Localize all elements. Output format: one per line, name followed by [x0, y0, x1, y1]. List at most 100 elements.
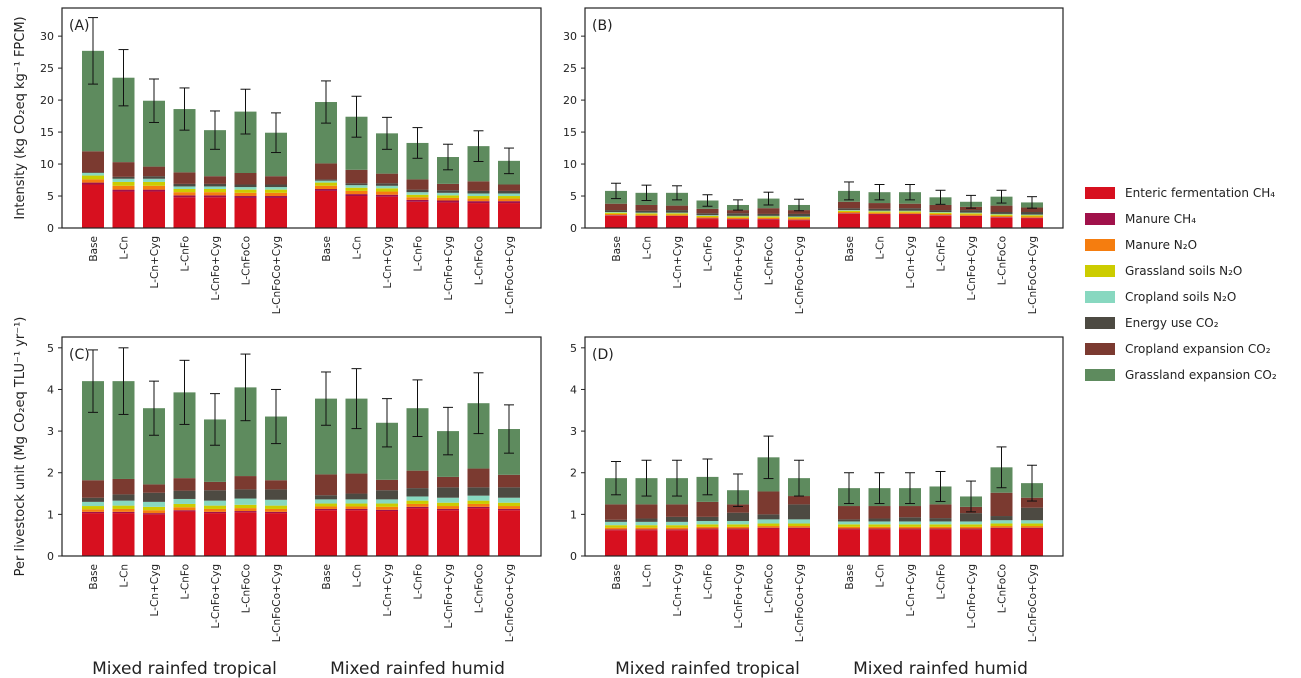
- y-tick-label: 10: [40, 158, 54, 171]
- legend-swatch: [1085, 317, 1115, 329]
- x-tick-label: L-CnFoCo+Cyg: [504, 564, 516, 642]
- bar-segment: [605, 215, 627, 216]
- bar-segment: [112, 162, 135, 177]
- y-tick-label: 15: [40, 126, 54, 139]
- legend-swatch: [1085, 239, 1115, 251]
- bar-segment: [437, 497, 459, 503]
- y-tick-label: 5: [47, 190, 54, 203]
- bar-segment: [838, 208, 860, 211]
- bar-segment: [960, 213, 982, 215]
- bar-segment: [929, 528, 952, 530]
- bar-segment: [960, 528, 982, 530]
- bar-segment: [82, 151, 104, 173]
- bar-segment: [406, 179, 429, 190]
- bar-segment: [234, 489, 257, 499]
- legend-swatch: [1085, 369, 1115, 381]
- bar-segment: [498, 193, 520, 197]
- bar-segment: [345, 196, 368, 228]
- bar-segment: [467, 503, 490, 507]
- bar-segment: [666, 525, 688, 528]
- bar-segment: [467, 181, 490, 191]
- bar-segment: [234, 476, 257, 490]
- x-tick-label: L-CnFoCo: [474, 564, 486, 613]
- bar-segment: [234, 184, 257, 188]
- bar-segment: [929, 524, 952, 527]
- bar-segment: [498, 508, 520, 511]
- bar-segment: [696, 528, 719, 530]
- bar-segment: [406, 500, 429, 504]
- bar-segment: [345, 473, 368, 494]
- bar-segment: [498, 510, 520, 556]
- bar-segment: [265, 189, 287, 193]
- bar-segment: [635, 210, 658, 213]
- bar-segment: [265, 499, 287, 506]
- bar-segment: [345, 185, 368, 188]
- bar-segment: [635, 529, 658, 531]
- y-axis-label: Per livestock unit (Mg CO₂eq TLU⁻¹ yr⁻¹): [13, 317, 28, 577]
- bar-segment: [315, 503, 337, 507]
- bar-segment: [112, 505, 135, 509]
- bar-segment: [437, 200, 459, 203]
- bar-segment: [406, 189, 429, 193]
- bar-segment: [929, 215, 952, 216]
- bar-segment: [960, 215, 982, 217]
- bar-segment: [82, 172, 104, 173]
- bar-segment: [498, 198, 520, 202]
- x-tick-label: Base: [844, 564, 856, 590]
- bar-segment: [929, 204, 952, 211]
- bar-segment: [315, 180, 337, 183]
- bar-segment: [204, 505, 226, 509]
- bar-segment: [204, 508, 226, 512]
- panel-title: (A): [69, 18, 90, 34]
- bar-segment: [635, 518, 658, 522]
- bar-segment: [605, 504, 627, 520]
- bar-segment: [990, 217, 1013, 218]
- bar-segment: [265, 184, 287, 188]
- bar-segment: [899, 213, 921, 215]
- bar-segment: [82, 480, 104, 498]
- bar-segment: [112, 189, 135, 192]
- bar-segment: [204, 186, 226, 189]
- bar-segment: [696, 218, 719, 220]
- bar-segment: [960, 524, 982, 527]
- bar-segment: [143, 181, 165, 186]
- bar-segment: [406, 142, 429, 180]
- x-tick-label: L-Cn+Cyg: [149, 236, 161, 288]
- bar-segment: [265, 508, 287, 512]
- legend-swatch: [1085, 291, 1115, 303]
- bar-segment: [265, 192, 287, 197]
- bar-segment: [1021, 523, 1043, 527]
- bar-segment: [838, 521, 860, 525]
- bar-segment: [899, 506, 921, 518]
- x-tick-label: Base: [321, 236, 333, 262]
- bar-segment: [265, 511, 287, 514]
- bar-segment: [990, 215, 1013, 218]
- bar-segment: [960, 526, 982, 529]
- bar-segment: [345, 510, 368, 556]
- y-tick-label: 10: [563, 158, 577, 171]
- y-tick-label: 5: [570, 342, 577, 355]
- bar-segment: [376, 185, 398, 189]
- bar-segment: [498, 190, 520, 194]
- x-tick-label: L-Cn+Cyg: [672, 564, 684, 616]
- bar-segment: [112, 191, 135, 228]
- x-tick-label: L-Cn: [642, 236, 654, 259]
- bar-segment: [990, 523, 1013, 527]
- bar-segment: [960, 216, 982, 228]
- bar-segment: [1021, 527, 1043, 529]
- bar-segment: [406, 201, 429, 228]
- bar-segment: [1021, 526, 1043, 528]
- bar-segment: [757, 219, 780, 228]
- bar-segment: [788, 218, 810, 220]
- bar-segment: [635, 212, 658, 214]
- y-tick-label: 4: [570, 383, 577, 396]
- x-tick-label: L-CnFoCo: [997, 564, 1009, 613]
- bar-segment: [757, 519, 780, 524]
- bar-segment: [788, 527, 810, 529]
- bar-segment: [173, 186, 196, 189]
- bar-segment: [868, 506, 891, 519]
- bar-segment: [605, 212, 627, 214]
- bar-segment: [757, 216, 780, 218]
- bar-segment: [666, 210, 688, 213]
- x-tick-label: L-Cn+Cyg: [905, 564, 917, 616]
